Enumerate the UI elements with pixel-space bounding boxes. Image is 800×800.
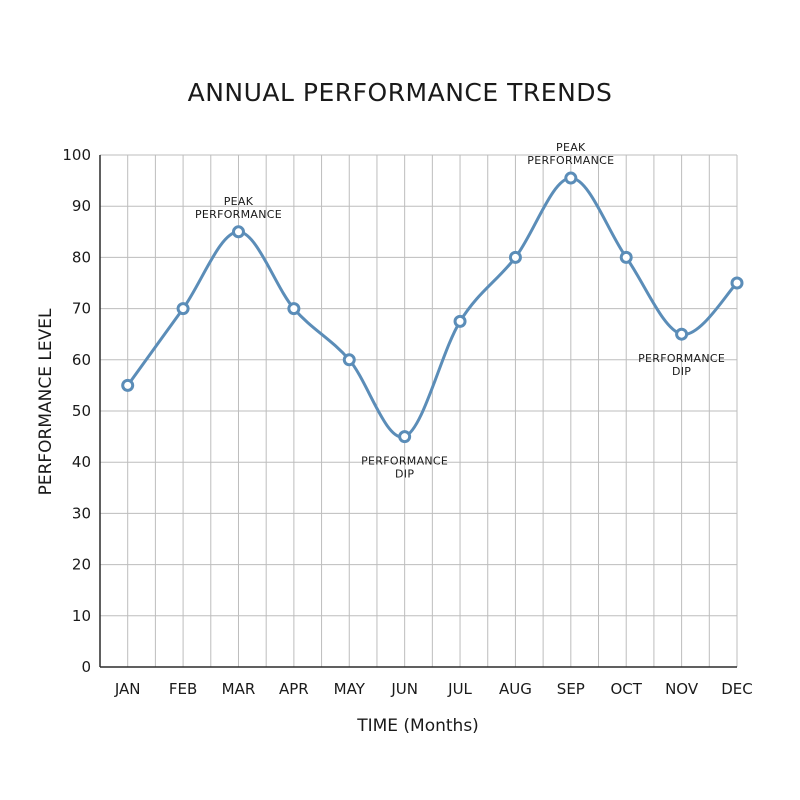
data-point: [176, 302, 190, 316]
data-point: [564, 171, 578, 185]
annotation-text: PERFORMANCE: [527, 154, 614, 167]
y-tick-label: 10: [72, 607, 91, 625]
annotation-text: PERFORMANCE: [638, 352, 725, 365]
annotation-text: PEAK: [224, 195, 254, 208]
plot-frame: [99, 155, 737, 668]
data-point: [675, 327, 689, 341]
x-tick-label: DEC: [721, 680, 753, 698]
x-tick-label: SEP: [557, 680, 585, 698]
x-tick-label: JAN: [114, 680, 141, 698]
y-axis-label: PERFORMANCE LEVEL: [36, 308, 56, 495]
x-tick-label: FEB: [169, 680, 197, 698]
x-tick-label: AUG: [499, 680, 532, 698]
y-axis-ticks: 0 10 20 30 40 50 60 70 80 90 100: [62, 146, 91, 676]
data-point: [342, 353, 356, 367]
data-point: [619, 250, 633, 264]
y-tick-label: 30: [72, 504, 91, 522]
y-tick-label: 70: [72, 300, 91, 318]
y-tick-label: 20: [72, 556, 91, 574]
data-point: [730, 276, 744, 290]
data-point: [121, 378, 135, 392]
grid: [100, 154, 738, 668]
y-tick-label: 40: [72, 453, 91, 471]
annotations: PEAKPERFORMANCEPERFORMANCEDIPPEAKPERFORM…: [195, 141, 725, 481]
y-tick-label: 100: [62, 146, 91, 164]
x-axis-label: TIME (Months): [356, 716, 479, 736]
data-point: [453, 314, 467, 328]
x-tick-label: OCT: [610, 680, 642, 698]
chart-title: ANNUAL PERFORMANCE TRENDS: [188, 78, 613, 107]
annotation-text: PERFORMANCE: [361, 455, 448, 468]
annotation-text: DIP: [672, 365, 691, 378]
y-tick-label: 60: [72, 351, 91, 369]
x-tick-label: MAY: [334, 680, 366, 698]
y-tick-label: 80: [72, 248, 91, 266]
data-point: [398, 430, 412, 444]
data-point: [508, 250, 522, 264]
x-tick-label: MAR: [222, 680, 256, 698]
x-tick-label: JUN: [390, 680, 418, 698]
x-tick-label: APR: [279, 680, 309, 698]
y-tick-label: 90: [72, 197, 91, 215]
x-tick-label: JUL: [447, 680, 472, 698]
x-tick-label: NOV: [665, 680, 699, 698]
y-tick-label: 0: [81, 658, 91, 676]
data-point: [231, 225, 245, 239]
annotation-text: PERFORMANCE: [195, 208, 282, 221]
annotation-text: PEAK: [556, 141, 586, 154]
y-tick-label: 50: [72, 402, 91, 420]
series: [121, 171, 744, 444]
annotation-text: DIP: [395, 468, 414, 481]
data-point: [287, 302, 301, 316]
x-axis-ticks: JAN FEB MAR APR MAY JUN JUL AUG SEP OCT NOV DEC: [114, 680, 753, 698]
